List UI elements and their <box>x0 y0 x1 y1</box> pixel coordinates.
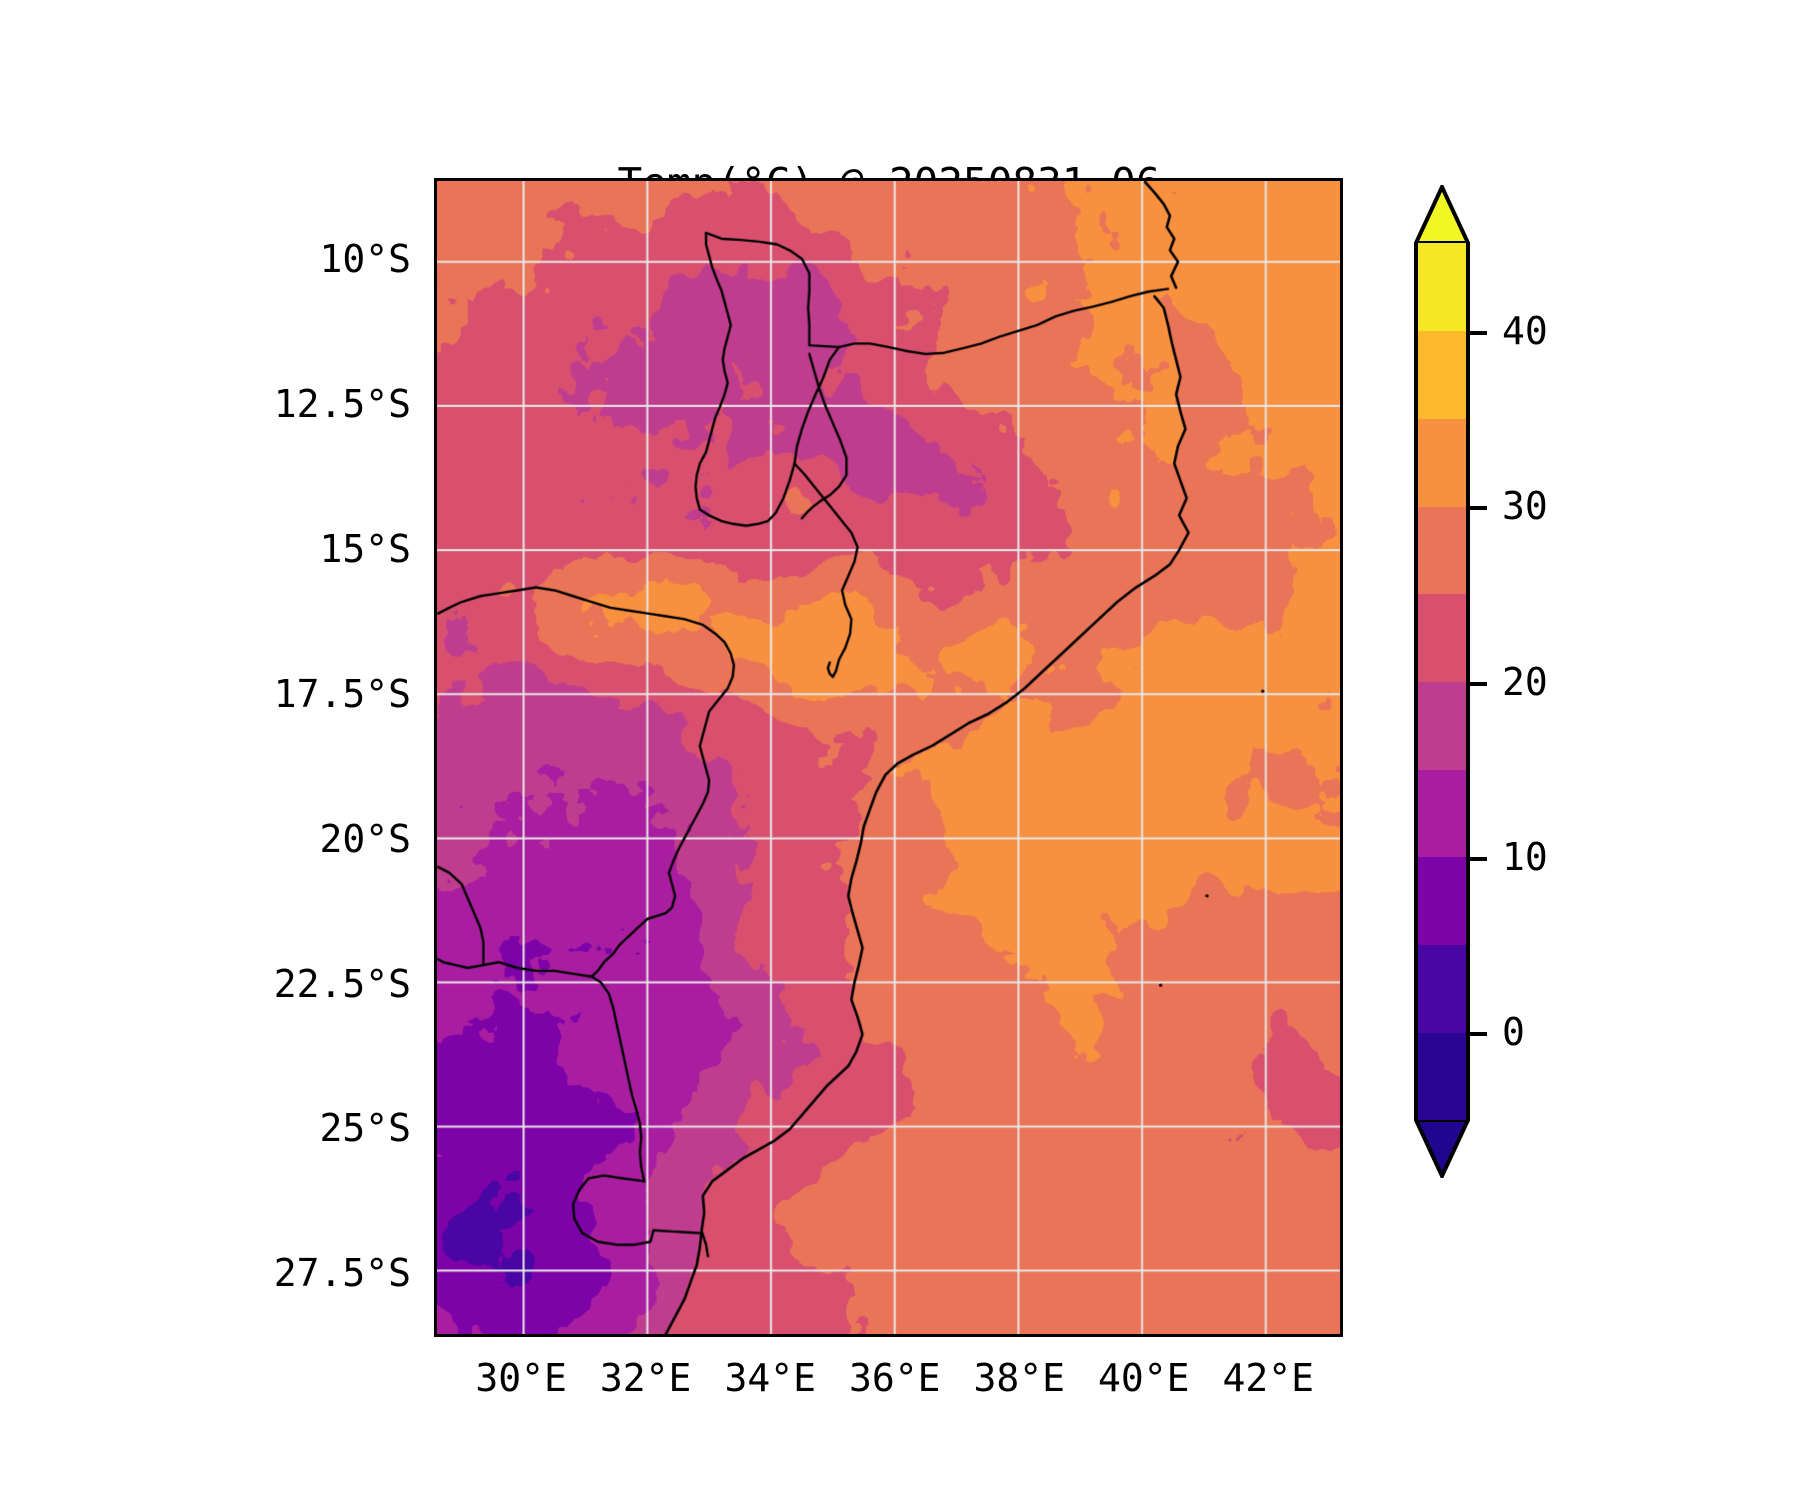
colorbar-tick-mark <box>1470 1032 1487 1037</box>
colorbar-min-extend-arrow-icon <box>1414 1120 1470 1178</box>
colorbar-band <box>1414 506 1470 595</box>
colorbar-tick-label: 0 <box>1502 1010 1525 1055</box>
y-tick-label: 20°S <box>319 816 411 861</box>
y-tick-label: 12.5°S <box>273 382 411 426</box>
colorbar-band <box>1414 769 1470 858</box>
colorbar-max-extend-arrow-icon <box>1414 185 1470 243</box>
x-tick-label: 42°E <box>1222 1356 1315 1400</box>
colorbar-band <box>1414 856 1470 946</box>
colorbar-tick-mark <box>1470 506 1487 511</box>
y-tick-label: 25°S <box>319 1106 411 1151</box>
x-tick-label: 32°E <box>599 1356 692 1400</box>
colorbar-band <box>1414 330 1470 419</box>
colorbar-tick-label: 20 <box>1502 659 1548 704</box>
colorbar-band <box>1414 681 1470 770</box>
colorbar: 40 30 20 10 0 <box>1414 185 1548 1178</box>
x-tick-label: 38°E <box>973 1356 1065 1400</box>
x-tick-label: 40°E <box>1098 1356 1190 1400</box>
y-tick-label: 15°S <box>319 526 411 571</box>
colorbar-tick-label: 40 <box>1502 308 1548 353</box>
y-tick-label: 10°S <box>319 237 411 282</box>
colorbar-tick-mark <box>1470 330 1487 335</box>
x-tick-label: 36°E <box>848 1356 941 1400</box>
x-tick-label: 30°E <box>475 1356 567 1400</box>
y-tick-label: 22.5°S <box>273 961 411 1006</box>
colorbar-tick-mark <box>1470 856 1487 861</box>
colorbar-band <box>1414 944 1470 1033</box>
y-tick-label: 17.5°S <box>273 671 411 716</box>
map-plot-area <box>434 178 1343 1337</box>
colorbar-tick-label: 30 <box>1502 484 1548 529</box>
x-tick-label: 34°E <box>724 1356 816 1400</box>
colorbar-band <box>1414 418 1470 507</box>
colorbar-bands <box>1414 243 1470 1121</box>
colorbar-band <box>1414 593 1470 682</box>
colorbar-tick-label: 10 <box>1502 834 1548 879</box>
colorbar-tick-mark <box>1470 681 1487 686</box>
temperature-contour-map <box>437 181 1340 1334</box>
colorbar-band <box>1414 243 1470 332</box>
colorbar-band <box>1414 1032 1470 1121</box>
y-tick-label: 27.5°S <box>273 1251 411 1296</box>
